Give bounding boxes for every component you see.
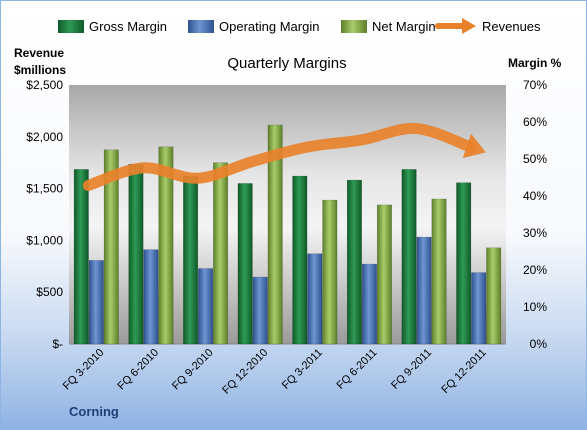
y-right-tick-label: 50%: [523, 152, 547, 166]
x-tick-label: FQ 9-2011: [389, 347, 434, 392]
bar-net-margin-4: [267, 124, 283, 345]
y-left-ticks: $- $500 $1,000 $1,500 $2,000 $2,500: [26, 78, 63, 351]
x-tick-label: FQ 3-2011: [280, 347, 325, 392]
bar-gross-margin-4: [237, 183, 253, 345]
bar-net-margin-3: [213, 162, 229, 345]
bar-gross-margin-6: [346, 179, 362, 345]
legend-label-gross-margin: Gross Margin: [89, 19, 167, 34]
revenue-line-group: [82, 123, 486, 191]
bar-operating-margin-8: [471, 272, 487, 345]
bar-gross-margin-1: [73, 169, 89, 345]
bar-operating-margin-3: [198, 268, 214, 345]
bar-gross-margin-8: [456, 182, 472, 345]
legend: Gross Margin Operating Margin Net Margin…: [58, 18, 541, 34]
y-left-tick-label: $2,500: [26, 78, 63, 92]
bar-net-margin-5: [322, 199, 338, 345]
y-right-tick-label: 40%: [523, 189, 547, 203]
bar-net-margin-8: [486, 247, 502, 345]
y-left-tick-label: $2,000: [26, 130, 63, 144]
y-right-tick-label: 60%: [523, 115, 547, 129]
bar-gross-margin-3: [183, 175, 199, 345]
x-tick-label: FQ 12-2010: [220, 347, 270, 397]
legend-swatch-operating-margin: [188, 20, 214, 33]
bar-operating-margin-2: [143, 249, 159, 345]
y-left-tick-label: $500: [36, 285, 63, 299]
bar-operating-margin-4: [252, 276, 268, 345]
y-right-tick-label: 30%: [523, 226, 547, 240]
y-left-tick-label: $-: [52, 337, 63, 351]
y-left-label-line1: Revenue: [14, 46, 64, 60]
y-right-ticks: 0% 10% 20% 30% 40% 50% 60% 70%: [523, 78, 547, 351]
bar-net-margin-2: [158, 146, 174, 345]
y-right-tick-label: 10%: [523, 300, 547, 314]
bar-operating-margin-5: [307, 253, 323, 345]
y-right-tick-label: 70%: [523, 78, 547, 92]
x-tick-label: FQ 12-2011: [439, 347, 488, 396]
legend-label-operating-margin: Operating Margin: [219, 19, 319, 34]
chart-title: Quarterly Margins: [227, 55, 346, 72]
bars-group: [73, 124, 502, 345]
x-tick-label: FQ 6-2011: [334, 347, 379, 392]
legend-swatch-revenues: [435, 18, 476, 34]
bar-net-margin-6: [376, 204, 392, 345]
y-left-tick-label: $1,500: [26, 182, 63, 196]
bar-operating-margin-6: [361, 263, 377, 345]
y-right-tick-label: 0%: [530, 337, 548, 351]
revenue-line: [82, 123, 477, 191]
bar-operating-margin-7: [416, 236, 432, 345]
revenue-arrowhead: [462, 133, 486, 159]
x-tick-label: FQ 9-2010: [170, 347, 216, 393]
legend-label-net-margin: Net Margin: [372, 19, 436, 34]
bar-gross-margin-2: [128, 163, 144, 345]
y-left-label-line2: $millions: [14, 63, 66, 77]
y-left-tick-label: $1,000: [26, 233, 63, 247]
bar-operating-margin-1: [88, 260, 104, 345]
bar-gross-margin-7: [401, 169, 417, 345]
y-right-tick-label: 20%: [523, 263, 547, 277]
x-tick-label: FQ 3-2010: [61, 347, 107, 393]
bar-net-margin-7: [431, 198, 447, 345]
company-label: Corning: [69, 404, 119, 419]
bar-gross-margin-5: [292, 175, 308, 345]
y-right-label: Margin %: [508, 56, 562, 70]
legend-label-revenues: Revenues: [482, 19, 541, 34]
bar-net-margin-1: [103, 149, 119, 345]
legend-swatch-gross-margin: [58, 20, 84, 33]
x-tick-label: FQ 6-2010: [115, 347, 161, 393]
x-ticks: FQ 3-2010 FQ 6-2010 FQ 9-2010 FQ 12-2010 FQ …: [61, 347, 489, 397]
legend-swatch-net-margin: [341, 20, 367, 33]
